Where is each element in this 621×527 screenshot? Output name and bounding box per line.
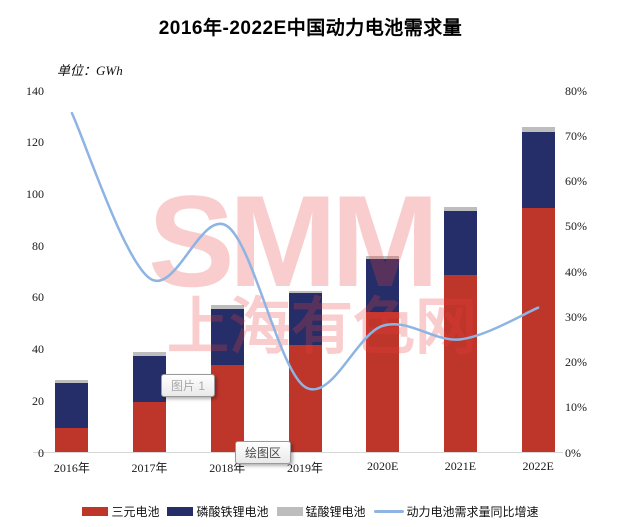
bar-segment-三元电池[interactable] (366, 311, 400, 453)
y-axis-right-tick: 10% (565, 400, 587, 415)
y-axis-left-tick: 80 (32, 238, 44, 253)
bar-segment-锰酸锂电池[interactable] (133, 351, 167, 356)
x-axis-category-label: 2017年 (131, 461, 168, 475)
x-axis-category-label: 2019年 (286, 461, 323, 475)
bar-segment-三元电池[interactable] (288, 345, 322, 453)
legend-label: 动力电池需求量同比增速 (406, 505, 539, 519)
x-axis-category-label: 2018年 (209, 461, 246, 475)
y-axis-left-tick: 60 (32, 290, 44, 305)
legend-label: 三元电池 (111, 505, 160, 519)
bar-segment-锰酸锂电池[interactable] (366, 255, 400, 259)
y-axis-right-tick: 0% (565, 445, 581, 460)
legend-item-三元电池[interactable]: 三元电池 (82, 503, 159, 520)
legend-color-swatch (167, 507, 194, 516)
y-axis-left-tick: 100 (26, 186, 44, 201)
legend-label: 磷酸铁锂电池 (196, 505, 269, 519)
y-axis-right-tick: 70% (565, 128, 587, 143)
y-axis-left-tick: 140 (26, 83, 44, 98)
bar-segment-三元电池[interactable] (521, 208, 555, 453)
y-axis-right-tick: 30% (565, 309, 587, 324)
bar-segment-锰酸锂电池[interactable] (443, 206, 477, 211)
x-axis-category-label: 2022E (522, 459, 554, 473)
bar-segment-锰酸锂电池[interactable] (521, 126, 555, 132)
y-axis-right-tick: 50% (565, 219, 587, 234)
chart-legend: 三元电池 磷酸铁锂电池 锰酸锂电池 动力电池需求量同比增速 (0, 503, 621, 520)
y-axis-right-tick: 60% (565, 174, 587, 188)
chart-title[interactable]: 2016年-2022E中国动力电池需求量 (158, 18, 463, 39)
y-axis-left-tick: 120 (26, 135, 44, 150)
y-axis-left-tick: 40 (32, 342, 44, 357)
x-axis-line (33, 452, 563, 453)
bar-segment-磷酸铁锂电池[interactable] (55, 382, 89, 428)
y-axis-left-tick: 0 (38, 445, 44, 460)
axis-unit-label: 单位：GWh (57, 63, 123, 78)
tooltip-picture: 图片 1 (161, 374, 216, 397)
x-axis-category-label: 2021E (444, 459, 477, 473)
legend-item-磷酸铁锂电池[interactable]: 磷酸铁锂电池 (167, 503, 269, 520)
bar-segment-三元电池[interactable] (133, 402, 167, 453)
bar-segment-锰酸锂电池[interactable] (210, 305, 244, 309)
y-axis-right-tick: 80% (565, 83, 587, 98)
bar-segment-磷酸铁锂电池[interactable] (210, 308, 244, 365)
legend-color-swatch (82, 507, 109, 516)
y-axis-right-tick: 40% (565, 264, 587, 279)
legend-item-锰酸锂电池[interactable]: 锰酸锂电池 (276, 503, 366, 520)
x-axis-category-label: 2020E (367, 459, 399, 473)
legend-label: 锰酸锂电池 (305, 505, 366, 519)
y-axis-left-tick: 20 (32, 393, 44, 408)
bar-segment-磷酸铁锂电池[interactable] (288, 293, 322, 346)
bar-segment-锰酸锂电池[interactable] (288, 290, 322, 294)
bar-segment-三元电池[interactable] (55, 427, 89, 453)
legend-color-swatch (276, 507, 303, 516)
bar-segment-锰酸锂电池[interactable] (55, 380, 89, 383)
bar-segment-磷酸铁锂电池[interactable] (366, 258, 400, 312)
bar-segment-三元电池[interactable] (210, 364, 244, 453)
x-axis-category-label: 2016年 (53, 461, 90, 475)
tooltip-plot-area: 绘图区 (235, 441, 292, 464)
bar-segment-磷酸铁锂电池[interactable] (443, 210, 477, 276)
legend-item-动力电池需求量同比增速[interactable]: 动力电池需求量同比增速 (373, 503, 539, 520)
legend-line-swatch (373, 510, 404, 513)
bar-segment-磷酸铁锂电池[interactable] (521, 131, 555, 209)
y-axis-right-tick: 20% (565, 355, 587, 369)
bar-segment-三元电池[interactable] (443, 275, 477, 453)
